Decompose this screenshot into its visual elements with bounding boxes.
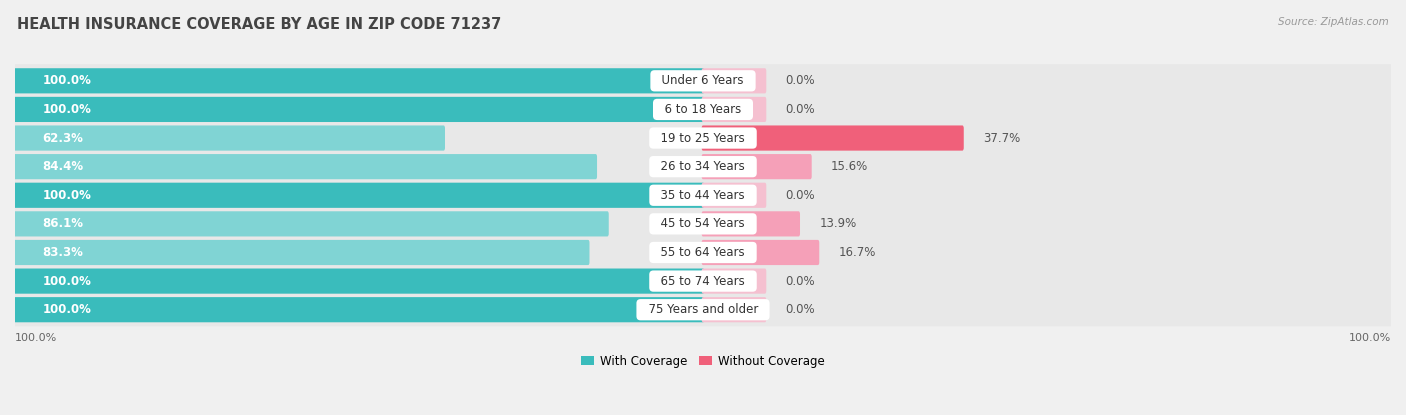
- Legend: With Coverage, Without Coverage: With Coverage, Without Coverage: [576, 350, 830, 373]
- FancyBboxPatch shape: [13, 150, 1393, 183]
- Text: 100.0%: 100.0%: [42, 74, 91, 87]
- Text: 0.0%: 0.0%: [786, 74, 815, 87]
- Text: 16.7%: 16.7%: [838, 246, 876, 259]
- Text: 100.0%: 100.0%: [15, 333, 58, 343]
- Text: 65 to 74 Years: 65 to 74 Years: [654, 275, 752, 288]
- FancyBboxPatch shape: [702, 97, 766, 122]
- Text: 100.0%: 100.0%: [42, 303, 91, 316]
- FancyBboxPatch shape: [14, 183, 704, 208]
- Text: 45 to 54 Years: 45 to 54 Years: [654, 217, 752, 230]
- Text: 19 to 25 Years: 19 to 25 Years: [654, 132, 752, 144]
- Text: Source: ZipAtlas.com: Source: ZipAtlas.com: [1278, 17, 1389, 27]
- FancyBboxPatch shape: [702, 183, 766, 208]
- Text: 35 to 44 Years: 35 to 44 Years: [654, 189, 752, 202]
- Text: 0.0%: 0.0%: [786, 303, 815, 316]
- FancyBboxPatch shape: [14, 154, 598, 179]
- Text: 0.0%: 0.0%: [786, 103, 815, 116]
- Text: 13.9%: 13.9%: [820, 217, 856, 230]
- FancyBboxPatch shape: [702, 211, 800, 237]
- FancyBboxPatch shape: [13, 264, 1393, 298]
- FancyBboxPatch shape: [14, 240, 589, 265]
- Text: 55 to 64 Years: 55 to 64 Years: [654, 246, 752, 259]
- Text: 100.0%: 100.0%: [1348, 333, 1391, 343]
- FancyBboxPatch shape: [13, 93, 1393, 126]
- Text: Under 6 Years: Under 6 Years: [655, 74, 751, 87]
- FancyBboxPatch shape: [702, 240, 820, 265]
- Text: 6 to 18 Years: 6 to 18 Years: [657, 103, 749, 116]
- FancyBboxPatch shape: [14, 297, 704, 322]
- Text: 15.6%: 15.6%: [831, 160, 869, 173]
- Text: 100.0%: 100.0%: [42, 275, 91, 288]
- FancyBboxPatch shape: [702, 68, 766, 93]
- FancyBboxPatch shape: [702, 125, 963, 151]
- Text: 26 to 34 Years: 26 to 34 Years: [654, 160, 752, 173]
- FancyBboxPatch shape: [13, 236, 1393, 269]
- FancyBboxPatch shape: [13, 122, 1393, 155]
- Text: 83.3%: 83.3%: [42, 246, 83, 259]
- FancyBboxPatch shape: [14, 211, 609, 237]
- FancyBboxPatch shape: [14, 68, 704, 93]
- Text: 100.0%: 100.0%: [42, 189, 91, 202]
- Text: HEALTH INSURANCE COVERAGE BY AGE IN ZIP CODE 71237: HEALTH INSURANCE COVERAGE BY AGE IN ZIP …: [17, 17, 501, 32]
- FancyBboxPatch shape: [14, 97, 704, 122]
- FancyBboxPatch shape: [13, 64, 1393, 98]
- FancyBboxPatch shape: [14, 269, 704, 294]
- Text: 84.4%: 84.4%: [42, 160, 83, 173]
- FancyBboxPatch shape: [14, 125, 446, 151]
- Text: 37.7%: 37.7%: [983, 132, 1021, 144]
- Text: 100.0%: 100.0%: [42, 103, 91, 116]
- FancyBboxPatch shape: [702, 154, 811, 179]
- FancyBboxPatch shape: [702, 269, 766, 294]
- FancyBboxPatch shape: [13, 207, 1393, 240]
- Text: 0.0%: 0.0%: [786, 189, 815, 202]
- Text: 0.0%: 0.0%: [786, 275, 815, 288]
- FancyBboxPatch shape: [13, 179, 1393, 212]
- Text: 62.3%: 62.3%: [42, 132, 83, 144]
- FancyBboxPatch shape: [702, 297, 766, 322]
- Text: 86.1%: 86.1%: [42, 217, 83, 230]
- FancyBboxPatch shape: [13, 293, 1393, 326]
- Text: 75 Years and older: 75 Years and older: [641, 303, 765, 316]
